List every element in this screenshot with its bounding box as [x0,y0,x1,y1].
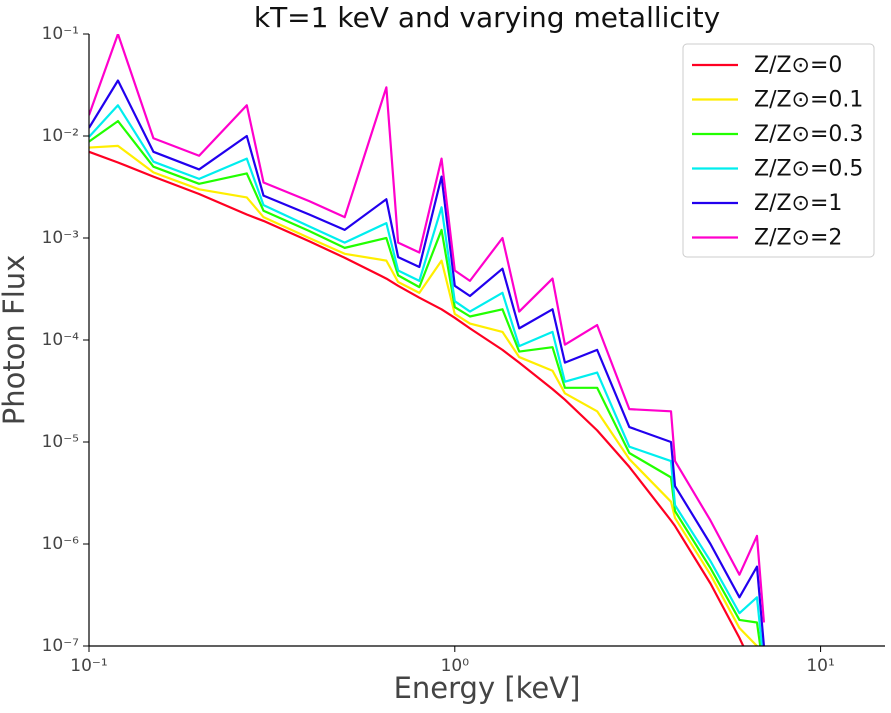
plot-lines [89,34,766,646]
y-tick-label: 10⁻⁶ [42,534,80,554]
series-line [89,150,745,646]
series-line [89,119,762,646]
y-tick-label: 10⁻⁴ [42,330,80,350]
y-tick-label: 10⁻¹ [42,24,79,44]
x-tick-label: 10¹ [806,656,834,676]
y-axis-label: Photon Flux [0,255,31,426]
legend-label: Z/Z⊙=1 [754,191,842,216]
y-tick-label: 10⁻⁷ [42,636,80,656]
series-line [89,79,766,646]
y-tick-label: 10⁻² [42,126,79,146]
y-tick-label: 10⁻³ [42,228,79,248]
legend-label: Z/Z⊙=0 [754,53,842,78]
series-line [89,144,759,646]
series-line [89,104,764,646]
legend-label: Z/Z⊙=0.3 [754,122,863,147]
x-tick-label: 10⁰ [441,656,470,676]
y-tick-label: 10⁻⁵ [42,432,79,452]
x-axis-label: Energy [keV] [394,671,581,705]
x-tick-label: 10⁻¹ [70,656,107,676]
chart-title: kT=1 keV and varying metallicity [254,1,720,34]
series-line [89,34,766,623]
legend-label: Z/Z⊙=0.1 [754,88,863,113]
legend-label: Z/Z⊙=2 [754,226,842,251]
legend-label: Z/Z⊙=0.5 [754,157,863,182]
